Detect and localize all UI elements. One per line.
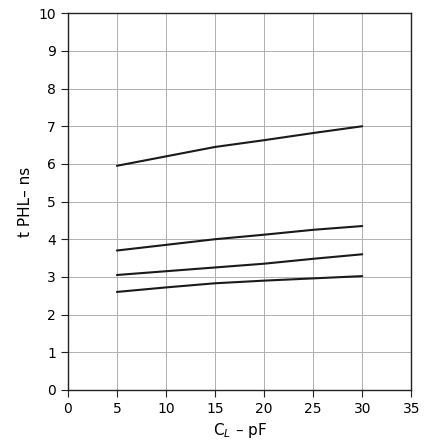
- Y-axis label: t PHL– ns: t PHL– ns: [18, 167, 33, 237]
- X-axis label: C$_L$ – pF: C$_L$ – pF: [212, 421, 267, 440]
